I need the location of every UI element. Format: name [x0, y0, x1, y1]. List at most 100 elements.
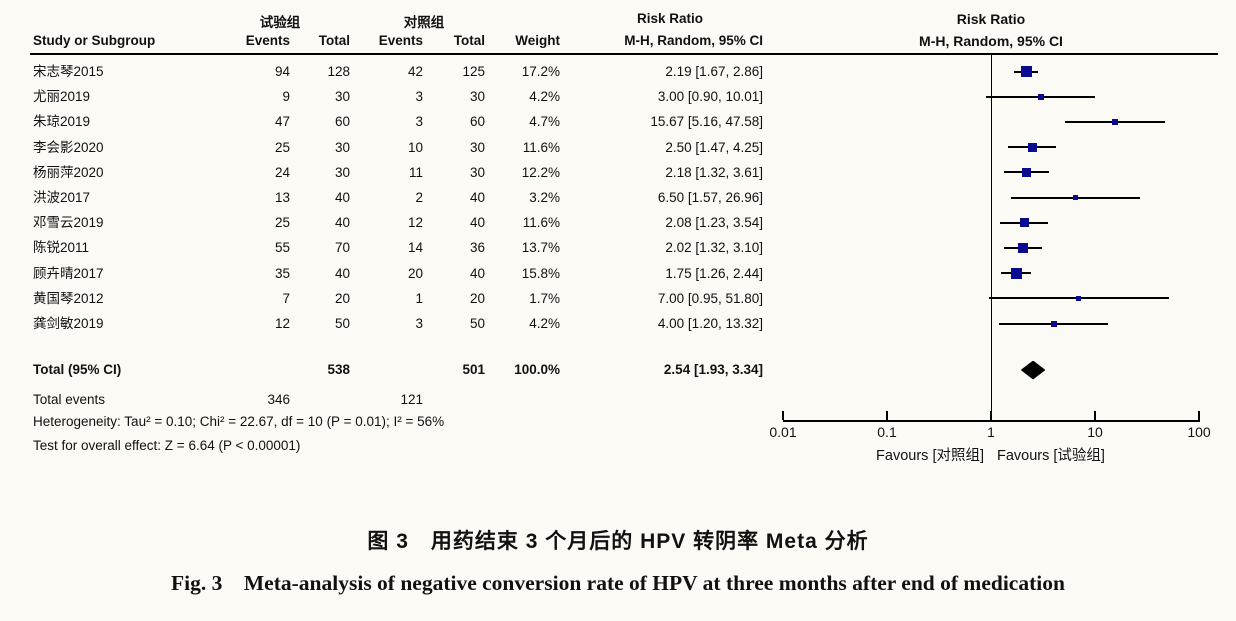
exp-events: 47: [274, 114, 290, 130]
favours-experimental-label: Favours [试验组]: [997, 448, 1105, 464]
rr-ci-text: 1.75 [1.26, 2.44]: [665, 265, 763, 281]
study-name: 龚剑敏2019: [33, 316, 104, 331]
rr-ci-text: 2.19 [1.67, 2.86]: [665, 64, 763, 79]
effect-square-marker: [1027, 142, 1037, 152]
effect-square-marker: [1019, 218, 1029, 228]
ctrl-events: 20: [407, 265, 423, 281]
rr-ci-text: 2.50 [1.47, 4.25]: [665, 139, 763, 155]
weight: 3.2%: [529, 190, 560, 205]
x-axis-tick-label: 1: [987, 424, 995, 440]
heterogeneity-text: Heterogeneity: Tau² = 0.10; Chi² = 22.67…: [33, 414, 445, 429]
exp-total: 128: [327, 64, 350, 79]
table-row: 龚剑敏2019 12 50 3 50 4.2% 4.00 [1.20, 13.32]: [0, 311, 1236, 336]
effect-square-marker: [1037, 93, 1044, 100]
table-row: 尤丽2019 9 30 3 30 4.2% 3.00 [0.90, 10.01]: [0, 84, 1236, 109]
exp-total: 20: [334, 290, 350, 306]
rr-ci-text: 4.00 [1.20, 13.32]: [657, 316, 763, 331]
effect-square-marker: [1020, 66, 1032, 78]
ctrl-total: 125: [462, 64, 485, 79]
exp-total: 40: [334, 190, 350, 205]
ctrl-events: 10: [407, 139, 423, 155]
study-name: 尤丽2019: [33, 89, 91, 105]
x-axis-tick: [782, 411, 784, 420]
caption-chinese: 图 3 用药结束 3 个月后的 HPV 转阴率 Meta 分析: [367, 530, 869, 553]
table-row: 杨丽萍2020 24 30 11 30 12.2% 2.18 [1.32, 3.61]: [0, 160, 1236, 185]
plot-mh-ci-header: M-H, Random, 95% CI: [919, 33, 1063, 49]
rr-ci-text: 6.50 [1.57, 26.96]: [657, 190, 763, 205]
study-name: 黄国琴2012: [33, 290, 104, 306]
exp-total: 70: [334, 240, 350, 256]
header-underline: [30, 53, 1218, 55]
exp-events: 7: [282, 290, 290, 306]
ctrl-total: 20: [469, 290, 485, 306]
ctrl-total: 40: [469, 215, 485, 231]
table-row: 邓雪云2019 25 40 12 40 11.6% 2.08 [1.23, 3.54]: [0, 210, 1236, 235]
exp-total: 30: [334, 89, 350, 105]
caption-english: Fig. 3 Meta-analysis of negative convers…: [171, 571, 1065, 595]
study-name: 顾卉晴2017: [33, 265, 104, 281]
effect-square-marker: [1010, 267, 1022, 279]
favours-control-label: Favours [对照组]: [876, 448, 984, 464]
x-axis-tick: [886, 411, 888, 420]
exp-events: 13: [274, 190, 290, 205]
total-ctrl-n: 501: [462, 362, 485, 377]
col-header-ctrl-total: Total: [453, 33, 485, 48]
group-header-control: 对照组: [403, 15, 445, 30]
ctrl-events: 11: [408, 164, 423, 180]
total-events-label: Total events: [33, 392, 106, 407]
table-row: 陈锐2011 55 70 14 36 13.7% 2.02 [1.32, 3.10]: [0, 235, 1236, 260]
ctrl-total: 60: [469, 114, 485, 130]
exp-total: 40: [334, 215, 350, 231]
x-axis-tick-label: 0.01: [769, 424, 797, 440]
x-axis-tick-label: 100: [1187, 424, 1211, 440]
weight: 1.7%: [529, 290, 560, 306]
col-header-exp-events: Events: [245, 33, 290, 48]
rr-ci-text: 2.08 [1.23, 3.54]: [665, 215, 763, 231]
table-row: 顾卉晴2017 35 40 20 40 15.8% 1.75 [1.26, 2.44]: [0, 261, 1236, 286]
ctrl-events: 3: [415, 89, 423, 105]
exp-events: 12: [274, 316, 290, 331]
exp-events: 35: [274, 265, 290, 281]
exp-events: 25: [274, 215, 290, 231]
total-events-row: Total events 346 121: [0, 387, 1236, 412]
ctrl-events: 14: [407, 240, 423, 256]
effect-square-marker: [1112, 119, 1119, 125]
total-weight: 100.0%: [514, 362, 560, 377]
ctrl-total: 30: [469, 89, 485, 105]
weight: 17.2%: [521, 64, 560, 79]
table-risk-ratio-header: Risk Ratio: [636, 11, 704, 26]
effect-square-marker: [1073, 195, 1079, 201]
col-header-mh-ci: M-H, Random, 95% CI: [624, 33, 763, 48]
table-row: 洪波2017 13 40 2 40 3.2% 6.50 [1.57, 26.96]: [0, 185, 1236, 210]
exp-events: 9: [282, 89, 290, 105]
col-header-weight: Weight: [515, 33, 560, 48]
x-axis-tick: [1094, 411, 1096, 420]
x-axis-tick-label: 0.1: [877, 424, 897, 440]
total-diamond-marker: [1020, 360, 1046, 380]
weight: 11.6%: [522, 215, 560, 231]
ctrl-total: 30: [469, 164, 485, 180]
table-row: 李会影2020 25 30 10 30 11.6% 2.50 [1.47, 4.25]: [0, 135, 1236, 160]
null-effect-line: [990, 55, 992, 421]
rr-ci-text: 15.67 [5.16, 47.58]: [650, 114, 763, 130]
study-name: 宋志琴2015: [33, 64, 104, 79]
study-name: 李会影2020: [33, 139, 104, 155]
exp-events: 25: [274, 139, 290, 155]
total-rr-ci: 2.54 [1.93, 3.34]: [663, 362, 763, 377]
group-header-experimental: 试验组: [259, 15, 301, 30]
exp-events: 24: [274, 164, 290, 180]
exp-events: 94: [274, 64, 290, 79]
x-axis-tick: [990, 411, 992, 420]
weight: 12.2%: [521, 164, 560, 180]
ctrl-total: 36: [469, 240, 485, 256]
effect-square-marker: [1021, 167, 1031, 177]
effect-square-marker: [1017, 243, 1028, 253]
weight: 13.7%: [521, 240, 560, 256]
exp-total: 30: [334, 139, 350, 155]
overall-effect-text: Test for overall effect: Z = 6.64 (P < 0…: [33, 438, 301, 453]
weight: 4.2%: [529, 316, 560, 331]
effect-square-marker: [1050, 320, 1057, 327]
total-row: Total (95% CI) 538 501 100.0% 2.54 [1.93…: [0, 357, 1236, 383]
table-row: 黄国琴2012 7 20 1 20 1.7% 7.00 [0.95, 51.80]: [0, 286, 1236, 311]
